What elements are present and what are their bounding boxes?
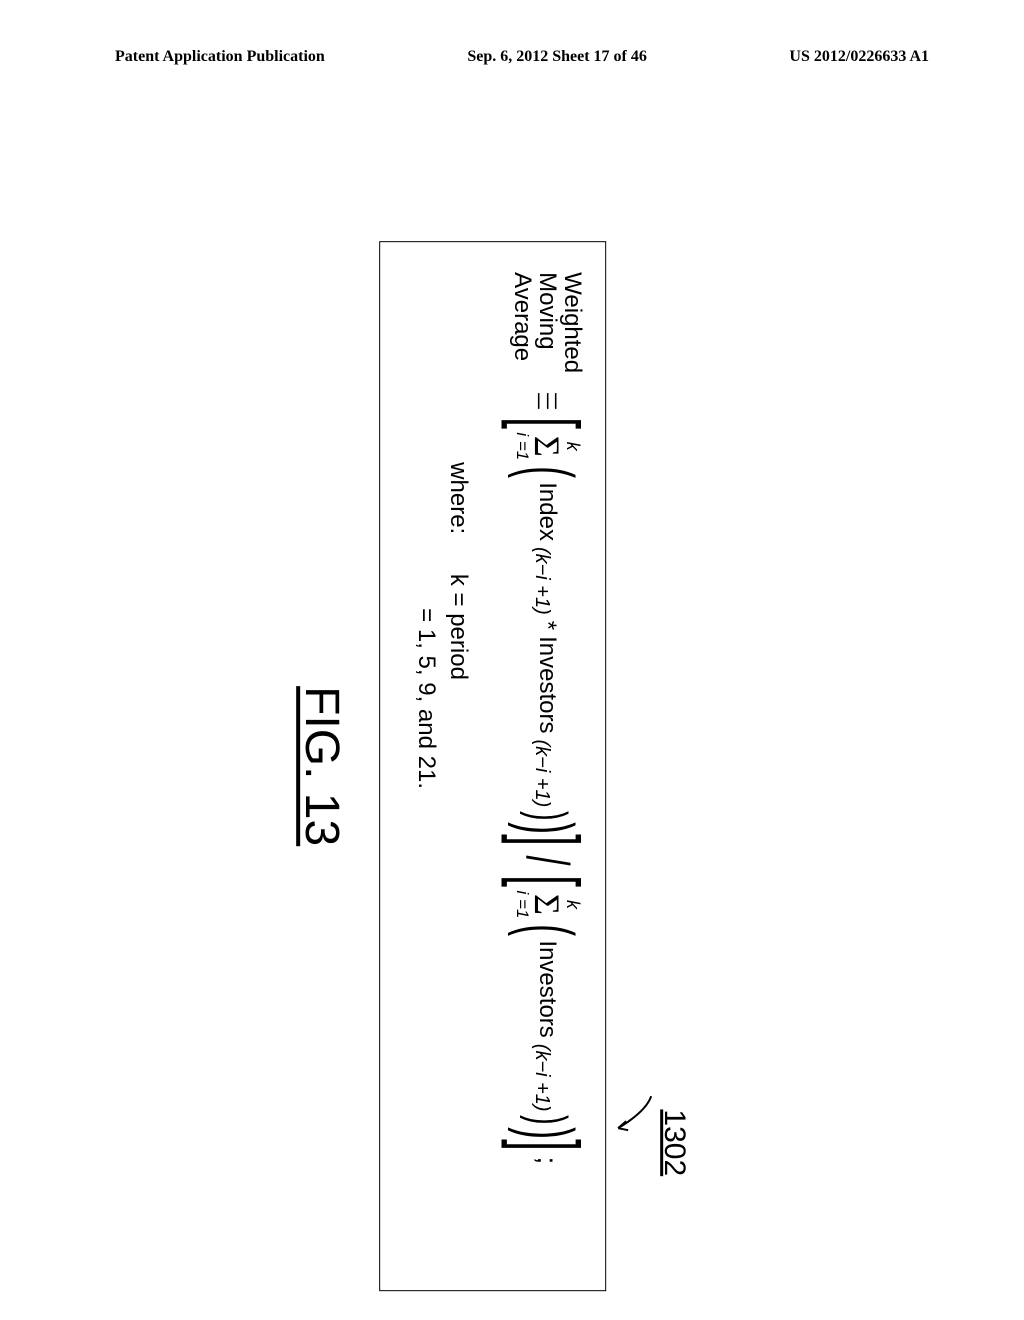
- open-bracket-2: [: [522, 875, 573, 887]
- open-paren-2: (: [529, 924, 565, 936]
- figure-caption: FIG. 13: [294, 216, 349, 1316]
- figure-container: 1302 Weighted Moving Average ─── [ k Σ i…: [0, 120, 1024, 1220]
- term-investors-2: Investors: [533, 940, 561, 1037]
- semicolon: ;: [531, 1157, 563, 1165]
- division-slash: /: [513, 856, 582, 866]
- where-eq1: k = period: [442, 574, 474, 680]
- open-bracket-1: [: [522, 417, 573, 429]
- sigma-1: k Σ i =1: [514, 432, 581, 460]
- header-right: US 2012/0226633 A1: [789, 48, 929, 66]
- star-1: *: [533, 621, 561, 630]
- open-paren-1: (: [529, 466, 565, 478]
- header-center: Sep. 6, 2012 Sheet 17 of 46: [467, 48, 647, 66]
- where-line1: where: k = period: [442, 462, 474, 1260]
- formula-box: Weighted Moving Average ─── [ k Σ i =1 (…: [379, 241, 606, 1291]
- where-clause: where: k = period = 1, 5, 9, and 21.: [410, 462, 475, 1260]
- lhs-label: Weighted Moving Average: [510, 272, 586, 373]
- reference-number-text: 1302: [658, 1109, 691, 1176]
- lhs-line2: Moving: [535, 272, 560, 373]
- reference-number: 1302: [657, 1109, 691, 1176]
- sigma-2: k Σ i =1: [514, 891, 581, 919]
- sigma-1-bottom: i =1: [514, 432, 530, 460]
- close-bracket-1: ]: [522, 835, 573, 847]
- lhs-line1: Weighted: [560, 272, 585, 373]
- page-header: Patent Application Publication Sep. 6, 2…: [0, 48, 1024, 66]
- sigma-2-bottom: i =1: [514, 891, 530, 919]
- header-left: Patent Application Publication: [115, 48, 325, 66]
- equals-sign: ───: [534, 393, 560, 409]
- close-paren-2b: ): [529, 1127, 565, 1139]
- term-investors-1: Investors: [533, 636, 561, 733]
- sigma-2-symbol: Σ: [530, 894, 564, 915]
- lhs-line3: Average: [510, 272, 535, 373]
- sub-1: (k−i +1): [530, 547, 553, 615]
- term-index: Index: [533, 482, 561, 541]
- sub-3: (k−i +1): [530, 1044, 553, 1112]
- sigma-1-symbol: Σ: [530, 436, 564, 457]
- close-paren-1b: ): [529, 823, 565, 835]
- close-paren-2a: ): [533, 1115, 562, 1125]
- formula-equation: Weighted Moving Average ─── [ k Σ i =1 (…: [510, 272, 586, 1260]
- leader-arrow-icon: [611, 1086, 656, 1146]
- rotated-figure: 1302 Weighted Moving Average ─── [ k Σ i…: [294, 216, 606, 1316]
- where-label: where:: [442, 462, 474, 567]
- sub-2: (k−i +1): [530, 739, 553, 807]
- close-bracket-2: ]: [522, 1139, 573, 1151]
- where-line2: = 1, 5, 9, and 21.: [410, 608, 442, 1260]
- close-paren-1a: ): [533, 811, 562, 821]
